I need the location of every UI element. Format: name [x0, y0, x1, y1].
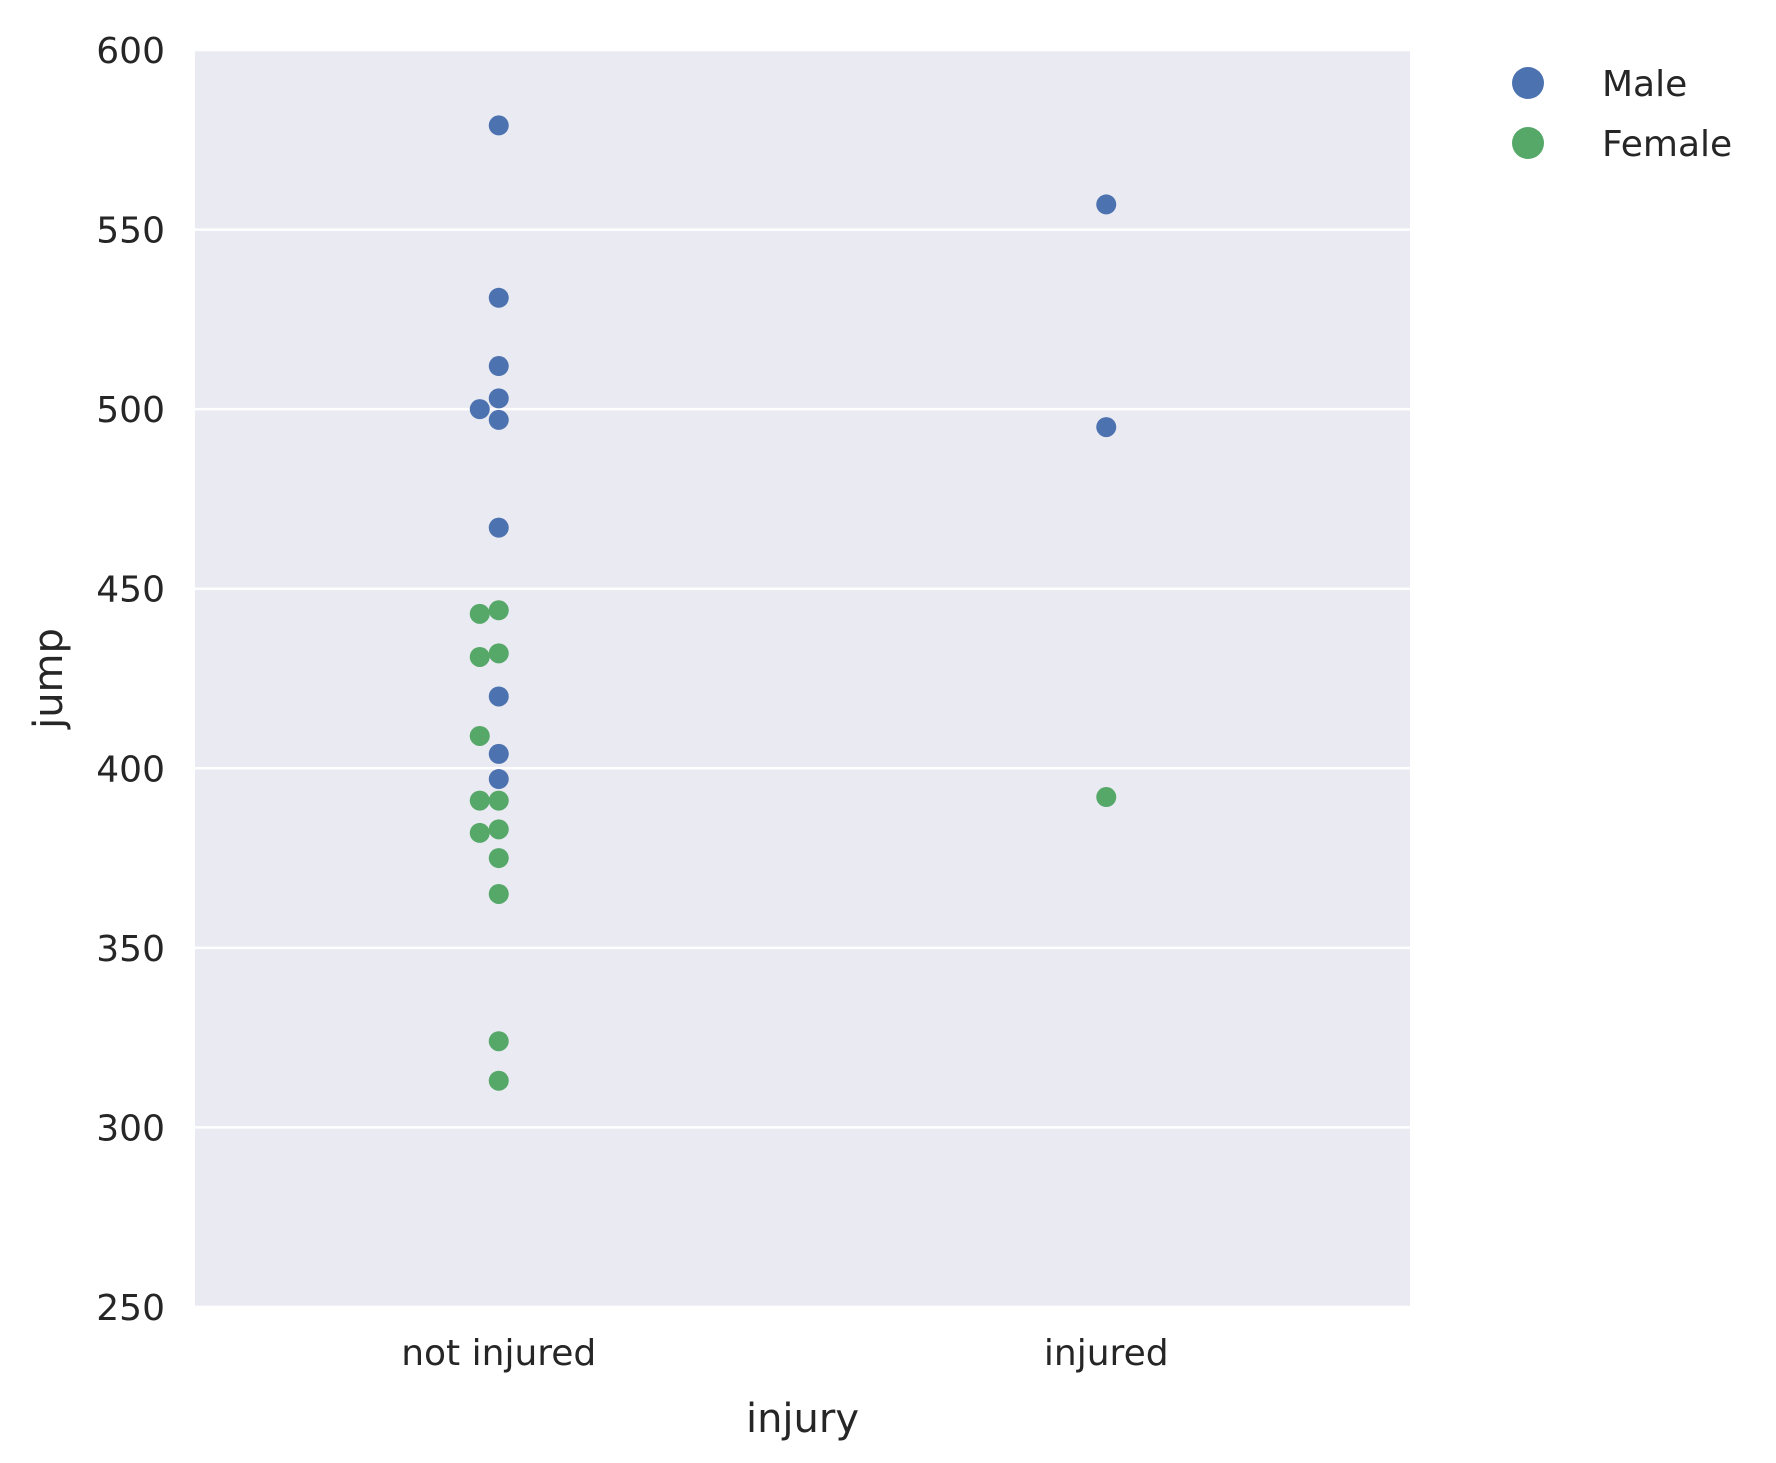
x-tick-labels: not injured injured — [401, 1333, 1168, 1374]
legend-marker-male — [1512, 67, 1544, 99]
data-points — [469, 115, 1117, 1091]
x-tick-label: injured — [1044, 1333, 1169, 1374]
legend-label-female: Female — [1602, 124, 1732, 165]
y-axis-label: jump — [26, 628, 72, 730]
y-tick-labels: 250 300 350 400 450 500 550 600 — [96, 31, 165, 1329]
y-tick-label: 600 — [96, 31, 165, 72]
data-point-female — [1096, 787, 1117, 808]
legend-marker-female — [1512, 127, 1544, 159]
data-point-female — [488, 643, 509, 664]
data-point-female — [488, 883, 509, 904]
legend-label-male: Male — [1602, 64, 1687, 105]
data-point-male — [488, 686, 509, 707]
data-point-male — [1096, 194, 1117, 215]
data-point-male — [488, 115, 509, 136]
data-point-female — [488, 790, 509, 811]
data-point-female — [488, 848, 509, 869]
data-point-male — [488, 287, 509, 308]
y-tick-label: 400 — [96, 749, 165, 790]
data-point-male — [488, 356, 509, 377]
data-point-male — [488, 409, 509, 430]
data-point-male — [469, 399, 490, 420]
y-tick-label: 300 — [96, 1108, 165, 1149]
plot-area — [195, 50, 1410, 1307]
data-point-female — [469, 790, 490, 811]
data-point-female — [488, 1070, 509, 1091]
y-tick-label: 450 — [96, 570, 165, 611]
data-point-female — [469, 822, 490, 843]
y-tick-label: 350 — [96, 929, 165, 970]
data-point-male — [1096, 417, 1117, 438]
y-tick-label: 500 — [96, 390, 165, 431]
data-point-male — [488, 517, 509, 538]
data-point-male — [488, 743, 509, 764]
x-axis-label: injury — [746, 1396, 859, 1442]
gridlines — [195, 48, 1410, 1309]
data-point-male — [488, 769, 509, 790]
data-point-female — [469, 646, 490, 667]
data-point-female — [488, 600, 509, 621]
data-point-female — [488, 1031, 509, 1052]
data-point-female — [488, 819, 509, 840]
x-tick-label: not injured — [401, 1333, 596, 1374]
y-tick-label: 550 — [96, 211, 165, 252]
data-point-female — [469, 603, 490, 624]
legend: Male Female — [1512, 64, 1732, 165]
data-point-male — [488, 388, 509, 409]
data-point-female — [469, 725, 490, 746]
y-tick-label: 250 — [96, 1288, 165, 1329]
